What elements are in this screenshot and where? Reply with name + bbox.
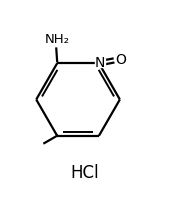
Text: N: N — [95, 56, 105, 70]
Text: NH₂: NH₂ — [45, 33, 70, 46]
Text: HCl: HCl — [71, 164, 99, 182]
Bar — [95, 59, 105, 67]
Text: O: O — [116, 53, 127, 67]
